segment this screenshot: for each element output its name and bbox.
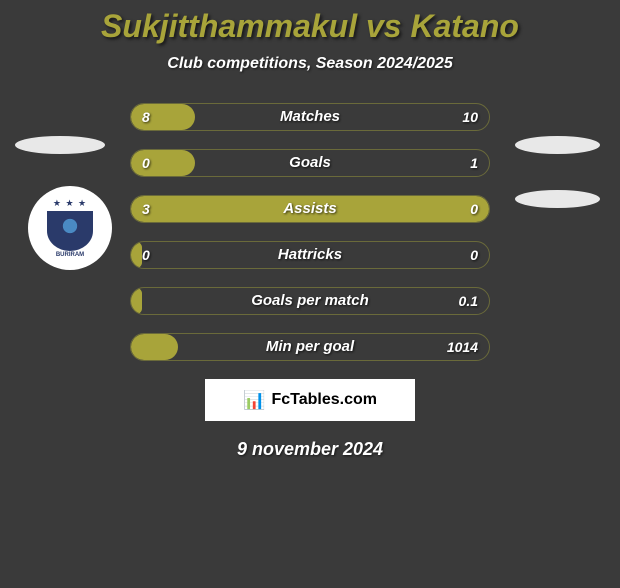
stat-label: Min per goal: [130, 333, 490, 361]
stat-value-left: 8: [142, 103, 150, 131]
club-logo: ★ ★ ★ BURIRAM: [28, 186, 112, 270]
player-left-placeholder: [15, 136, 105, 154]
stats-panel: Matches810Goals01Assists30Hattricks00Goa…: [130, 103, 490, 361]
player-right-placeholder-2: [515, 190, 600, 208]
stat-value-right: 1014: [447, 333, 478, 361]
stat-label: Hattricks: [130, 241, 490, 269]
stat-value-right: 1: [470, 149, 478, 177]
stat-row: Matches8 10: [130, 103, 490, 131]
stat-row: Goals0 1: [130, 149, 490, 177]
footer-text: FcTables.com: [271, 391, 377, 409]
stat-row: Hattricks0 0: [130, 241, 490, 269]
stat-value-right: 0: [470, 195, 478, 223]
page-title: Sukjitthammakul vs Katano: [0, 8, 620, 45]
stat-row: Assists3 0: [130, 195, 490, 223]
stat-value-right: 10: [462, 103, 478, 131]
stat-value-right: 0.1: [459, 287, 478, 315]
footer-attribution: 📊 FcTables.com: [205, 379, 415, 421]
stat-value-left: 0: [142, 241, 150, 269]
stat-value-right: 0: [470, 241, 478, 269]
chart-icon: 📊: [243, 390, 265, 411]
date-label: 9 november 2024: [0, 439, 620, 460]
logo-badge-icon: [47, 211, 93, 251]
stat-value-left: 0: [142, 149, 150, 177]
stat-label: Goals: [130, 149, 490, 177]
stat-label: Assists: [130, 195, 490, 223]
stat-row: Min per goal1014: [130, 333, 490, 361]
logo-stars: ★ ★ ★: [53, 198, 87, 209]
logo-name: BURIRAM: [56, 252, 84, 258]
stat-label: Goals per match: [130, 287, 490, 315]
player-right-placeholder-1: [515, 136, 600, 154]
subtitle: Club competitions, Season 2024/2025: [0, 55, 620, 73]
stat-value-left: 3: [142, 195, 150, 223]
stat-label: Matches: [130, 103, 490, 131]
stat-row: Goals per match0.1: [130, 287, 490, 315]
